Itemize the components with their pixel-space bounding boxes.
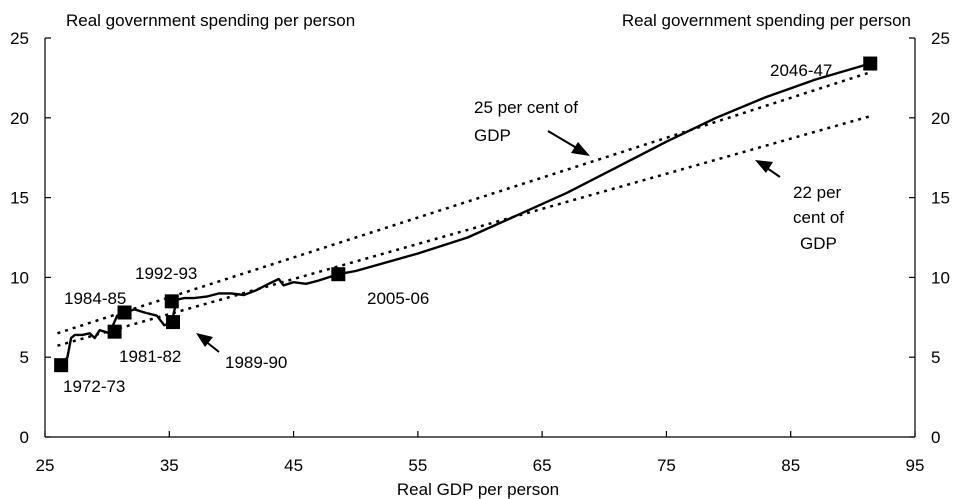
marker-labels: 1972-73 1984-85 1992-93 1981-82 2005-06 … — [63, 61, 832, 396]
reference-lines — [57, 71, 871, 347]
series-line — [60, 62, 871, 366]
series-layer — [60, 62, 871, 366]
y-tick-label-right: 25 — [931, 29, 950, 48]
annotation-25-per-cent: 25 per cent of GDP — [474, 98, 590, 156]
x-axis-title: Real GDP per person — [397, 480, 559, 499]
marker-1992-93 — [164, 294, 179, 309]
marker-label-1972-73: 1972-73 — [63, 377, 125, 396]
reference-line-22-per-cent — [57, 115, 871, 347]
annotation-25-arrow-shaft — [547, 130, 581, 151]
x-tick-label: 25 — [36, 456, 55, 475]
marker-2046-47 — [863, 56, 878, 71]
annotation-1989-90-label: 1989-90 — [225, 353, 287, 372]
markers-layer — [54, 56, 878, 373]
marker-label-2005-06: 2005-06 — [367, 289, 429, 308]
marker-label-1984-85: 1984-85 — [64, 289, 126, 308]
y-tick-label-right: 5 — [931, 348, 940, 367]
annotation-1989-90-arrowhead — [196, 333, 213, 347]
plot-frame — [44, 38, 916, 438]
annotation-22-per-cent: 22 per cent of GDP — [755, 160, 844, 253]
marker-1981-82 — [166, 315, 181, 330]
marker-label-1992-93: 1992-93 — [135, 264, 197, 283]
x-tick-label: 55 — [408, 456, 427, 475]
y-tick-label-left: 5 — [20, 348, 29, 367]
y-tick-label-right: 20 — [931, 109, 950, 128]
annotation-25-arrowhead — [571, 142, 590, 156]
y-tick-label-right: 10 — [931, 268, 950, 287]
marker-unlabelled — [107, 324, 122, 339]
y-tick-label-left: 0 — [20, 428, 29, 447]
x-tick-label: 45 — [284, 456, 303, 475]
annotation-25-line-1: 25 per cent of — [474, 98, 578, 117]
left-axis-title: Real government spending per person — [66, 11, 355, 30]
reference-line-25-per-cent — [57, 71, 871, 335]
y-tick-label-right: 15 — [931, 189, 950, 208]
annotation-25-line-2: GDP — [474, 126, 511, 145]
annotation-22-arrowhead — [755, 160, 773, 173]
y-tick-label-left: 20 — [10, 109, 29, 128]
annotation-22-line-2: cent of — [793, 208, 844, 227]
x-tick-label: 95 — [906, 456, 925, 475]
y-tick-label-left: 10 — [10, 268, 29, 287]
annotation-1989-90: 1989-90 — [196, 333, 287, 372]
marker-label-1981-82: 1981-82 — [119, 347, 181, 366]
y-tick-label-left: 25 — [10, 29, 29, 48]
y-axis-ticks: 0 0 5 5 10 10 15 15 20 20 25 25 — [10, 29, 950, 447]
marker-1972-73 — [54, 358, 69, 373]
x-tick-label: 75 — [657, 456, 676, 475]
right-axis-title: Real government spending per person — [622, 11, 911, 30]
marker-2005-06 — [331, 267, 346, 282]
annotation-22-line-1: 22 per — [793, 183, 842, 202]
marker-1984-85 — [117, 305, 132, 320]
annotation-22-line-3: GDP — [800, 234, 837, 253]
x-tick-label: 65 — [533, 456, 552, 475]
marker-label-2046-47: 2046-47 — [770, 61, 832, 80]
x-axis-ticks: 25 35 45 55 65 75 85 95 — [36, 431, 925, 475]
x-tick-label: 85 — [781, 456, 800, 475]
y-tick-label-right: 0 — [931, 428, 940, 447]
y-tick-label-left: 15 — [10, 189, 29, 208]
x-tick-label: 35 — [160, 456, 179, 475]
